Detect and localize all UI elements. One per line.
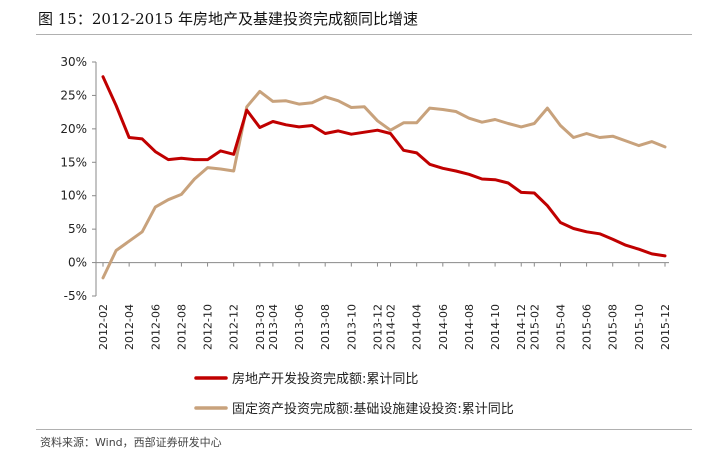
- y-tick-label: 10%: [60, 189, 87, 203]
- figure-title: 图 15：2012-2015 年房地产及基建投资完成额同比增速: [38, 10, 419, 28]
- x-tick-label: 2012-06: [149, 304, 162, 350]
- y-tick-label: -5%: [64, 289, 87, 303]
- x-tick-label: 2015-02: [528, 304, 541, 350]
- legend-label: 固定资产投资完成额:基础设施建设投资:累计同比: [232, 401, 514, 417]
- title-divider: [36, 34, 692, 35]
- series-lines: [101, 75, 667, 280]
- x-tick-label: 2014-12: [515, 304, 528, 350]
- x-tick-label: 2015-10: [633, 304, 646, 350]
- x-tick-label: 2013-10: [345, 304, 358, 350]
- x-tick-label: 2013-06: [293, 304, 306, 350]
- series-line-1: [101, 75, 667, 258]
- y-tick-label: 20%: [60, 122, 87, 136]
- y-axis-ticks: 30% 25% 20% 15% 10% 5% 0% -5%: [60, 55, 96, 303]
- x-tick-label: 2012-12: [228, 304, 241, 350]
- x-tick-label: 2014-10: [489, 304, 502, 350]
- x-tick-label: 2015-04: [554, 304, 567, 350]
- x-tick-label: 2014-04: [411, 304, 424, 350]
- series-line-2: [101, 89, 667, 280]
- y-tick-label: 5%: [68, 222, 87, 236]
- legend-label: 房地产开发投资完成额:累计同比: [232, 371, 418, 387]
- y-tick-label: 0%: [68, 256, 87, 270]
- x-tick-label: 2015-06: [581, 304, 594, 350]
- x-tick-label: 2012-08: [175, 304, 188, 350]
- y-tick-label: 30%: [60, 55, 87, 69]
- x-tick-label: 2014-02: [385, 304, 398, 350]
- x-tick-label: 2013-08: [319, 304, 332, 350]
- y-tick-label: 15%: [60, 155, 87, 169]
- x-tick-label: 2015-08: [607, 304, 620, 350]
- x-tick-label: 2013-04: [267, 304, 280, 350]
- y-tick-label: 25%: [60, 88, 87, 102]
- x-tick-label: 2015-12: [659, 304, 672, 350]
- x-axis-ticks: 2012-02 2012-04 2012-06 2012-08 2012-10 2012-…: [97, 262, 672, 350]
- footer-divider: [36, 429, 692, 430]
- x-tick-label: 2012-10: [202, 304, 215, 350]
- source-note: 资料来源：Wind，西部证券研发中心: [40, 436, 222, 449]
- chart-axes: [95, 62, 669, 296]
- x-tick-label: 2013-12: [371, 304, 384, 350]
- x-tick-label: 2013-03: [254, 304, 267, 350]
- x-tick-label: 2012-04: [123, 304, 136, 350]
- x-tick-label: 2014-06: [437, 304, 450, 350]
- x-tick-label: 2014-08: [463, 304, 476, 350]
- x-tick-label: 2012-02: [97, 304, 110, 350]
